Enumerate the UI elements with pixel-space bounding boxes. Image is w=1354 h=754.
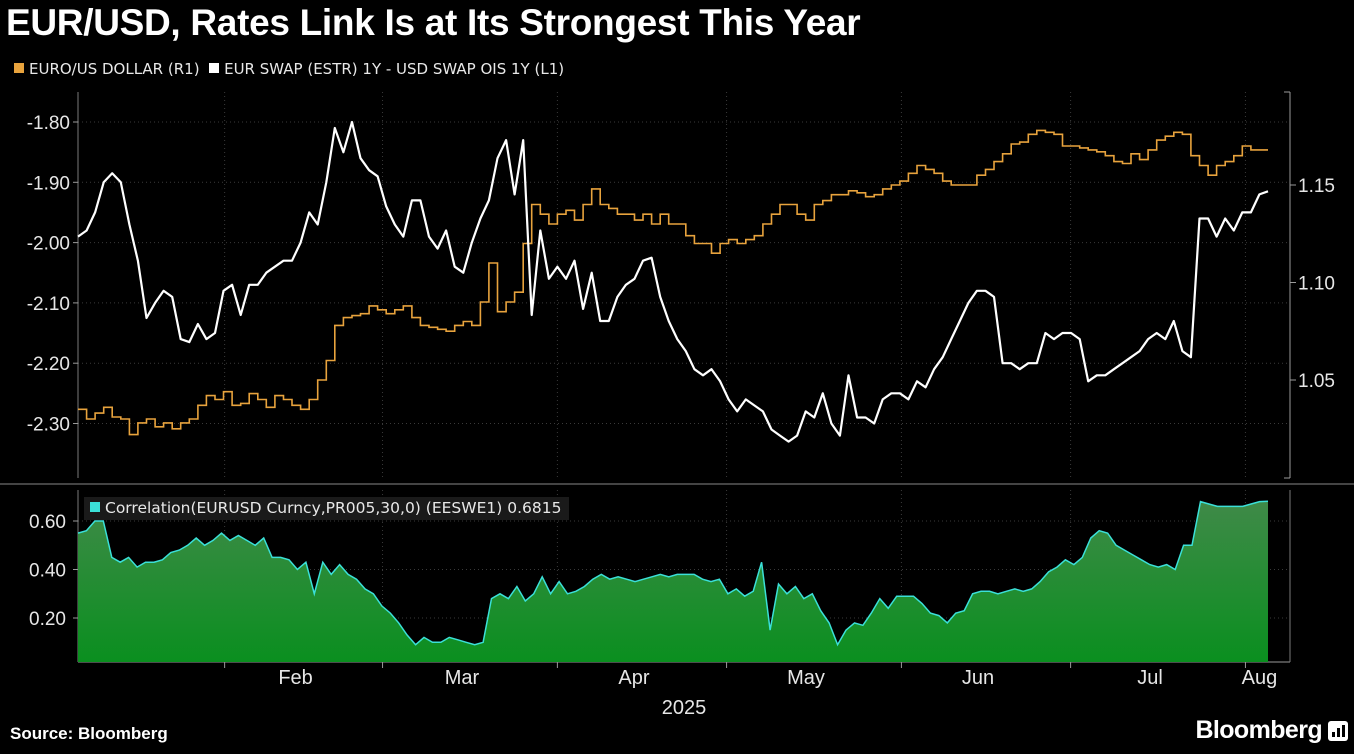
right-tick-label: 1.05 (1298, 371, 1335, 392)
x-tick-label: Jun (962, 667, 994, 689)
swap-legend-label: EUR SWAP (ESTR) 1Y - USD SWAP OIS 1Y (L1… (224, 60, 565, 78)
bloomberg-logo: Bloomberg (1195, 716, 1348, 745)
correlation-line (77, 500, 1269, 647)
x-tick-label: Mar (445, 667, 480, 689)
bloomberg-chart-icon (1328, 720, 1348, 741)
x-tick-label: Apr (618, 667, 649, 689)
left-tick-label: -1.90 (27, 173, 70, 194)
upper-panel (78, 92, 1290, 478)
correlation-area (78, 501, 1268, 662)
swap-spread-line (77, 120, 1269, 443)
eurusd-line (78, 129, 1268, 436)
left-tick-label: -2.20 (27, 354, 70, 375)
source-note: Source: Bloomberg (10, 724, 168, 743)
chart-title: EUR/USD, Rates Link Is at Its Strongest … (6, 2, 861, 43)
eurusd-legend-label: EURO/US DOLLAR (R1) (29, 60, 200, 78)
left-tick-label: -1.80 (27, 113, 70, 134)
corr-tick-label: 0.40 (29, 561, 66, 582)
swap-legend-swatch (209, 63, 220, 73)
right-tick-label: 1.10 (1298, 274, 1335, 295)
corr-tick-label: 0.20 (29, 609, 66, 630)
corr-tick-label: 0.60 (29, 512, 66, 533)
brand-name: Bloomberg (1195, 716, 1322, 744)
x-tick-label: May (787, 667, 825, 689)
x-year-label: 2025 (662, 697, 707, 719)
x-tick-label: Aug (1242, 667, 1278, 689)
top-legend: EURO/US DOLLAR (R1) EUR SWAP (ESTR) 1Y -… (14, 60, 564, 78)
correlation-legend: Correlation(EURUSD Curncy,PR005,30,0) (E… (84, 497, 570, 520)
correlation-legend-swatch (90, 502, 100, 512)
correlation-legend-label: Correlation(EURUSD Curncy,PR005,30,0) (E… (105, 499, 562, 517)
left-tick-label: -2.00 (27, 234, 70, 255)
left-tick-label: -2.30 (27, 415, 70, 436)
left-tick-label: -2.10 (27, 294, 70, 315)
x-tick-label: Feb (278, 667, 312, 689)
x-tick-label: Jul (1137, 667, 1163, 689)
right-tick-label: 1.15 (1298, 176, 1335, 197)
eurusd-legend-swatch (14, 63, 24, 73)
